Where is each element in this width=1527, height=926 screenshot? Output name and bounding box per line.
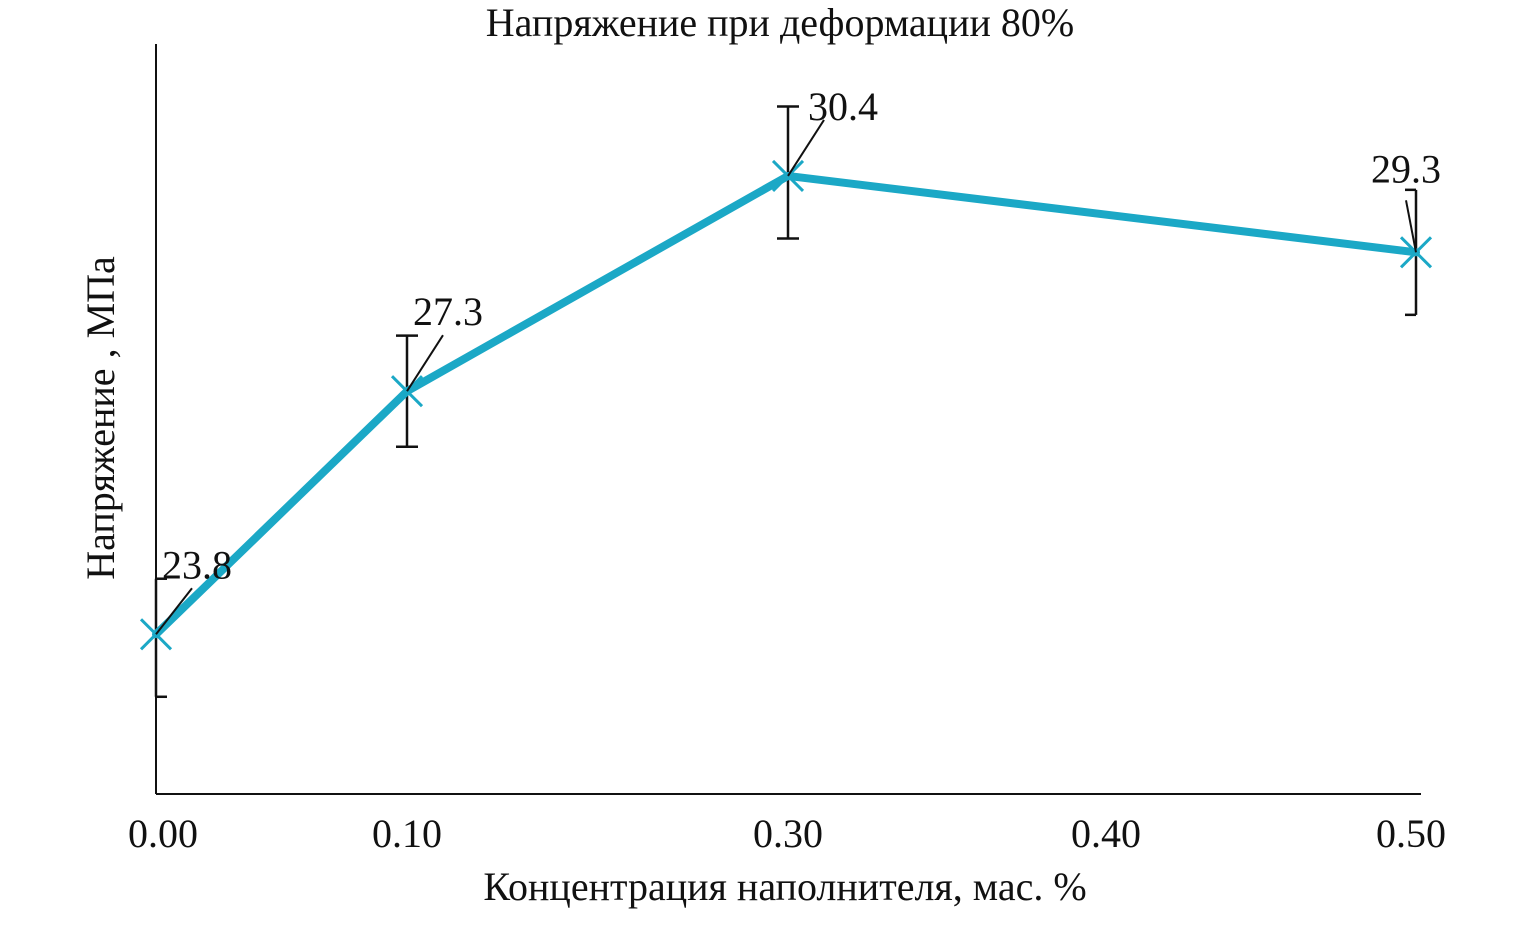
- data-label-3: 29.3: [1371, 146, 1441, 191]
- x-tick-label-0: 0.00: [128, 811, 198, 856]
- data-label-0: 23.8: [162, 542, 232, 587]
- data-label-2: 30.4: [808, 84, 878, 129]
- x-tick-label-3: 0.40: [1071, 811, 1141, 856]
- data-label-leader-2: [787, 119, 825, 177]
- data-point-marker-3: [1399, 236, 1433, 269]
- data-label-1: 27.3: [413, 289, 483, 334]
- data-label-leader-0: [155, 587, 193, 635]
- error-bars: [154, 105, 1418, 699]
- x-axis-label: Концентрация наполнителя, мас. %: [483, 864, 1086, 909]
- marker-stroke-b-3: [1399, 236, 1433, 269]
- x-tick-label-2: 0.30: [753, 811, 823, 856]
- data-labels: 23.8 27.3 30.4 29.3: [162, 84, 1441, 587]
- x-tick-label-4: 0.50: [1376, 811, 1446, 856]
- x-tick-label-1: 0.10: [372, 811, 442, 856]
- chart-title: Напряжение при деформации 80%: [486, 0, 1074, 45]
- data-label-leader-3: [1405, 200, 1417, 253]
- data-label-leaders: [155, 119, 1417, 635]
- series-line: [152, 171, 1420, 639]
- data-label-leader-1: [406, 334, 444, 392]
- y-axis-label: Напряжение , МПа: [78, 256, 123, 580]
- x-tick-labels: 0.00 0.10 0.30 0.40 0.50: [128, 811, 1446, 856]
